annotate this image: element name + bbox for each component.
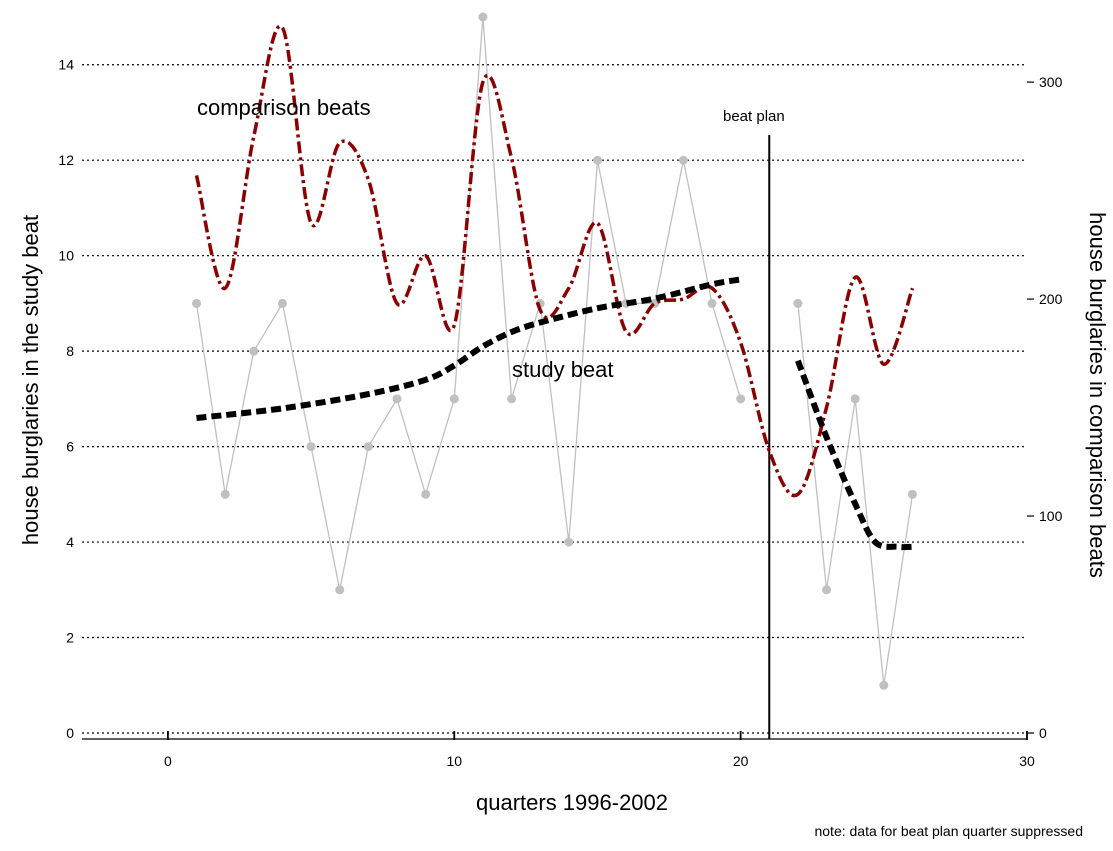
- left-tick-label: 14: [58, 57, 74, 73]
- x-tick-label: 20: [733, 753, 749, 769]
- left-tick-label: 12: [58, 152, 74, 168]
- study-beat-point: [220, 489, 230, 499]
- right-tick-label: 100: [1039, 508, 1063, 524]
- study-beat-point: [507, 394, 517, 404]
- left-tick-label: 10: [58, 248, 74, 264]
- left-tick-label: 0: [66, 725, 74, 741]
- note-text: note: data for beat plan quarter suppres…: [814, 823, 1083, 839]
- beat-plan-label: beat plan: [723, 108, 785, 125]
- text-layer: comparison beats study beat beat plan qu…: [18, 95, 1110, 839]
- study-beat-point: [850, 394, 860, 404]
- left-tick-label: 6: [66, 439, 74, 455]
- left-tick-label: 8: [66, 343, 74, 359]
- series-layer: [192, 12, 917, 739]
- study-beat-smooth-line: [196, 276, 742, 421]
- left-axis-title: house burglaries in the study beat: [18, 215, 43, 545]
- x-axis-title: quarters 1996-2002: [476, 790, 668, 815]
- study-beat-point: [736, 394, 746, 404]
- grid-layer: [82, 64, 1027, 734]
- x-tick-label: 30: [1019, 753, 1035, 769]
- left-tick-label: 4: [66, 534, 74, 550]
- study-beat-point: [335, 585, 345, 595]
- study-beat-smooth-line-post: [795, 359, 913, 551]
- study-beat-point: [822, 585, 832, 595]
- study-beat-point: [707, 298, 717, 308]
- study-beat-point: [363, 442, 373, 452]
- study-beat-point: [249, 346, 259, 356]
- study-beat-point: [678, 155, 688, 165]
- study-beat-point: [192, 298, 202, 308]
- study-beat-line: [195, 16, 742, 590]
- study-beat-label: study beat: [512, 357, 614, 382]
- comparison-beats-label: comparison beats: [197, 95, 371, 120]
- right-tick-label: 200: [1039, 291, 1063, 307]
- study-beat-point: [449, 394, 459, 404]
- right-tick-label: 300: [1039, 74, 1063, 90]
- axis-layer: 0 2 4 6 8 10 12 14 0 100 200 300 0 10 20 30: [58, 57, 1062, 769]
- study-beat-point: [592, 155, 602, 165]
- study-beat-point: [478, 12, 488, 22]
- right-axis-title: house burglaries in comparison beats: [1085, 212, 1110, 578]
- left-tick-label: 2: [66, 630, 74, 646]
- study-beat-point: [564, 537, 574, 547]
- study-beat-point: [907, 489, 917, 499]
- x-tick-label: 10: [446, 753, 462, 769]
- study-beat-point: [392, 394, 402, 404]
- study-beat-point: [421, 489, 431, 499]
- study-beat-point: [879, 680, 889, 690]
- right-tick-label: 0: [1039, 725, 1047, 741]
- study-beat-line: [797, 303, 914, 686]
- x-tick-label: 0: [164, 753, 172, 769]
- study-beat-point: [793, 298, 803, 308]
- study-beat-point: [306, 442, 316, 452]
- study-beat-point: [277, 298, 287, 308]
